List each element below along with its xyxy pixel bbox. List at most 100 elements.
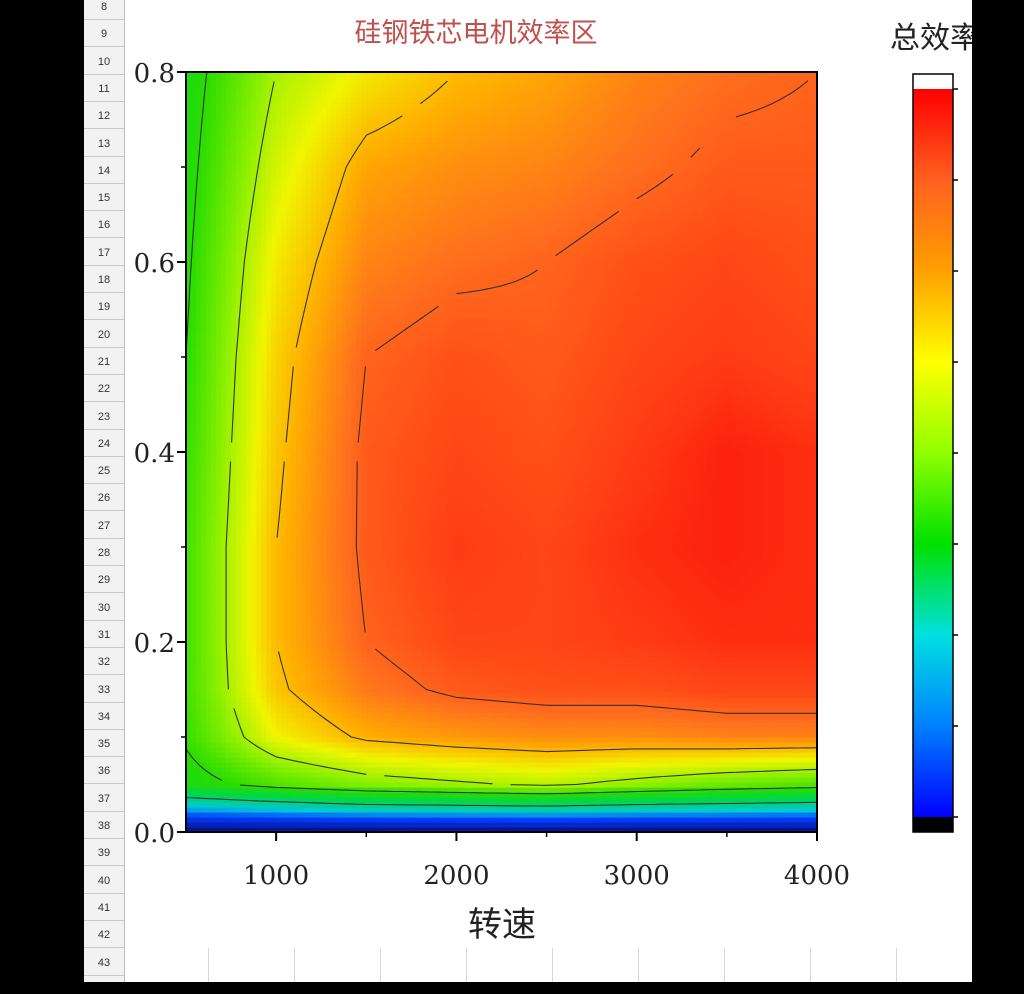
heatmap-cell xyxy=(501,737,508,743)
heatmap-cell xyxy=(426,722,432,728)
heatmap-cell xyxy=(721,822,728,828)
heatmap-cell xyxy=(781,712,788,718)
heatmap-cell xyxy=(566,822,573,828)
heatmap-cell xyxy=(736,787,743,793)
heatmap-cell xyxy=(581,657,588,663)
heatmap-cell xyxy=(516,817,523,823)
heatmap-cell xyxy=(396,712,402,718)
heatmap-cell xyxy=(561,762,568,768)
heatmap-cell xyxy=(591,707,598,713)
heatmap-cell xyxy=(701,727,708,733)
heatmap-cell xyxy=(371,827,377,833)
heatmap-cell xyxy=(741,722,748,728)
heatmap-cell xyxy=(221,762,227,768)
heatmap-cell xyxy=(421,812,427,818)
heatmap-cell xyxy=(441,817,448,823)
heatmap-cell xyxy=(616,727,623,733)
heatmap-cell xyxy=(511,647,518,653)
heatmap-cell xyxy=(246,817,252,823)
heatmap-cell xyxy=(306,687,312,693)
heatmap-cell xyxy=(611,767,618,773)
heatmap-cell xyxy=(756,782,763,788)
heatmap-cell xyxy=(246,717,252,723)
heatmap-cell xyxy=(356,822,362,828)
heatmap-cell xyxy=(506,647,513,653)
heatmap-cell xyxy=(381,742,387,748)
heatmap-cell xyxy=(471,657,478,663)
heatmap-cell xyxy=(806,737,813,743)
heatmap-cell xyxy=(696,737,703,743)
heatmap-cell xyxy=(676,827,683,833)
heatmap-cell xyxy=(371,682,377,688)
heatmap-cell xyxy=(696,767,703,773)
heatmap-cell xyxy=(741,762,748,768)
heatmap-cell xyxy=(596,792,603,798)
heatmap-cell xyxy=(326,807,332,813)
heatmap-cell xyxy=(281,697,287,703)
heatmap-cell xyxy=(286,782,292,788)
heatmap-cell xyxy=(761,792,768,798)
heatmap-cell xyxy=(656,717,663,723)
heatmap-cell xyxy=(581,707,588,713)
heatmap-cell xyxy=(766,812,773,818)
heatmap-cell xyxy=(466,777,473,783)
heatmap-cell xyxy=(801,822,808,828)
heatmap-cell xyxy=(736,792,743,798)
heatmap-cell xyxy=(341,632,347,638)
heatmap-cell xyxy=(261,767,267,773)
heatmap-cell xyxy=(631,762,638,768)
heatmap-cell xyxy=(196,727,202,733)
heatmap-cell xyxy=(646,732,653,738)
heatmap-cell xyxy=(421,827,427,833)
heatmap-cell xyxy=(571,707,578,713)
heatmap-cell xyxy=(766,652,773,658)
heatmap-cell xyxy=(206,647,212,653)
heatmap-cell xyxy=(466,817,473,823)
heatmap-cell xyxy=(336,772,342,778)
heatmap-cell xyxy=(331,822,337,828)
heatmap-cell xyxy=(296,822,302,828)
heatmap-cell xyxy=(436,677,443,683)
heatmap-cell xyxy=(531,637,538,643)
heatmap-cell xyxy=(766,782,773,788)
heatmap-cell xyxy=(301,707,307,713)
heatmap-cell xyxy=(746,687,753,693)
heatmap-cell xyxy=(536,652,543,658)
heatmap-cell xyxy=(321,677,327,683)
heatmap-cell xyxy=(526,757,533,763)
heatmap-cell xyxy=(476,767,483,773)
heatmap-cell xyxy=(206,667,212,673)
heatmap-cell xyxy=(361,667,367,673)
heatmap-cell xyxy=(561,642,568,648)
heatmap-cell xyxy=(241,682,247,688)
heatmap-cell xyxy=(396,752,402,758)
heatmap-cell xyxy=(551,687,558,693)
heatmap-cell xyxy=(751,737,758,743)
heatmap-cell xyxy=(346,682,352,688)
heatmap-cell xyxy=(671,757,678,763)
heatmap-cell xyxy=(741,802,748,808)
bottom-cell-grid xyxy=(84,948,972,982)
heatmap-cell xyxy=(521,797,528,803)
heatmap-cell xyxy=(466,792,473,798)
heatmap-cell xyxy=(516,687,523,693)
heatmap-cell xyxy=(621,807,628,813)
heatmap-cell xyxy=(561,677,568,683)
heatmap-cell xyxy=(716,692,723,698)
heatmap-cell xyxy=(561,697,568,703)
heatmap-cell xyxy=(766,772,773,778)
heatmap-cell xyxy=(401,797,407,803)
heatmap-cell xyxy=(666,687,673,693)
heatmap-cell xyxy=(726,677,733,683)
heatmap-cell xyxy=(706,672,713,678)
heatmap-cell xyxy=(666,667,673,673)
heatmap-cell xyxy=(706,822,713,828)
heatmap-cell xyxy=(571,642,578,648)
heatmap-cell xyxy=(316,762,322,768)
heatmap-cell xyxy=(351,787,357,793)
heatmap-cell xyxy=(466,742,473,748)
heatmap-cell xyxy=(601,652,608,658)
heatmap-cell xyxy=(366,717,372,723)
heatmap-cell xyxy=(281,677,287,683)
heatmap-cell xyxy=(611,757,618,763)
